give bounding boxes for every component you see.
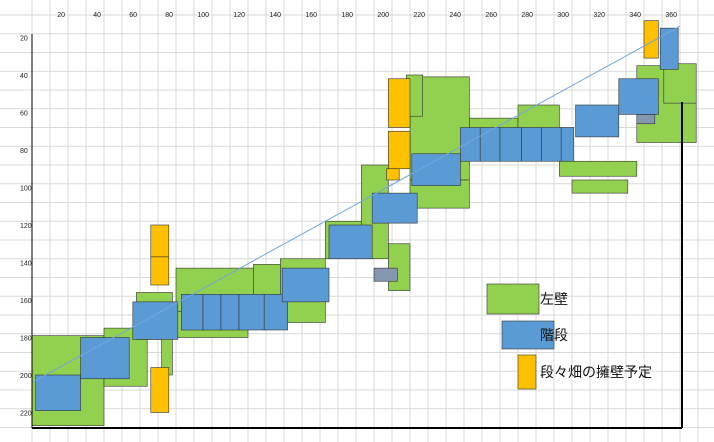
y-tick-label: 200 — [20, 373, 32, 380]
legend-swatch-wall — [486, 283, 540, 315]
stair-block — [371, 192, 418, 224]
stair-block — [560, 127, 575, 162]
retaining-wall-block — [388, 130, 411, 170]
plot-frame — [31, 34, 683, 429]
stair-block — [521, 127, 542, 162]
x-tick-label: 340 — [629, 12, 641, 19]
stair-block — [479, 127, 501, 162]
wall-block — [388, 243, 411, 291]
stair-block — [35, 374, 81, 411]
legend-swatch-retaining — [517, 354, 537, 390]
x-tick-label: 320 — [593, 12, 605, 19]
retaining-wall-block — [150, 224, 170, 258]
legend-label-stairs: 階段 — [540, 328, 568, 344]
x-tick-label: 60 — [129, 12, 137, 19]
stair-block — [80, 337, 130, 380]
x-tick-label: 360 — [665, 12, 677, 19]
wall-block — [559, 160, 638, 177]
x-tick-label: 80 — [165, 12, 173, 19]
x-tick-label: 220 — [413, 12, 425, 19]
stair-block — [202, 294, 222, 331]
stair-block — [541, 127, 562, 162]
y-tick-label: 160 — [20, 298, 32, 305]
landing-block — [373, 267, 398, 282]
x-tick-label: 300 — [557, 12, 569, 19]
y-tick-label: 20 — [20, 36, 28, 43]
x-tick-label: 180 — [341, 12, 353, 19]
y-tick-label: 40 — [20, 73, 28, 80]
retaining-wall-block — [150, 367, 170, 413]
x-tick-label: 200 — [377, 12, 389, 19]
x-tick-label: 120 — [233, 12, 245, 19]
y-tick-label: 180 — [20, 336, 32, 343]
stair-block — [181, 294, 204, 331]
legend-swatch-stairs — [501, 320, 555, 350]
stair-block — [220, 294, 240, 331]
stair-block — [659, 27, 679, 70]
legend-label-wall: 左壁 — [540, 292, 568, 308]
y-tick-label: 80 — [20, 148, 28, 155]
x-tick-label: 40 — [93, 12, 101, 19]
y-tick-label: 220 — [20, 411, 32, 418]
x-tick-label: 140 — [269, 12, 281, 19]
x-tick-label: 100 — [197, 12, 209, 19]
wall-block — [571, 179, 629, 194]
stair-block — [132, 301, 179, 340]
x-tick-label: 160 — [305, 12, 317, 19]
x-tick-label: 240 — [449, 12, 461, 19]
x-axis-ticks: 20 40 60 80 100 120 140 160 180 200 220 240 260 280 30… — [57, 12, 677, 19]
stair-block — [328, 224, 373, 260]
slope-guide-line — [31, 25, 681, 383]
retaining-wall-block — [386, 168, 400, 181]
retaining-wall-block — [388, 78, 411, 128]
stair-block — [263, 294, 288, 331]
stair-block — [281, 267, 330, 303]
y-axis-ticks: 20 40 60 80 100 120 140 160 180 200 220 — [20, 36, 32, 418]
retaining-wall-block — [643, 20, 659, 59]
x-tick-label: 260 — [485, 12, 497, 19]
landing-block — [636, 114, 656, 125]
y-tick-label: 140 — [20, 261, 32, 268]
y-tick-label: 120 — [20, 223, 32, 230]
x-tick-label: 20 — [57, 12, 65, 19]
retaining-wall-block — [150, 256, 170, 286]
x-tick-label: 280 — [521, 12, 533, 19]
stair-blocks — [35, 27, 679, 411]
wall-block — [663, 63, 697, 104]
stair-block — [499, 127, 522, 162]
y-tick-label: 100 — [20, 186, 32, 193]
stair-block — [575, 104, 620, 138]
stair-block — [618, 78, 659, 115]
retaining-wall-blocks — [150, 20, 659, 413]
stair-block — [238, 294, 265, 331]
y-tick-label: 60 — [20, 111, 28, 118]
legend-label-retaining: 段々畑の擁壁予定 — [540, 365, 652, 381]
stair-block — [460, 127, 481, 162]
